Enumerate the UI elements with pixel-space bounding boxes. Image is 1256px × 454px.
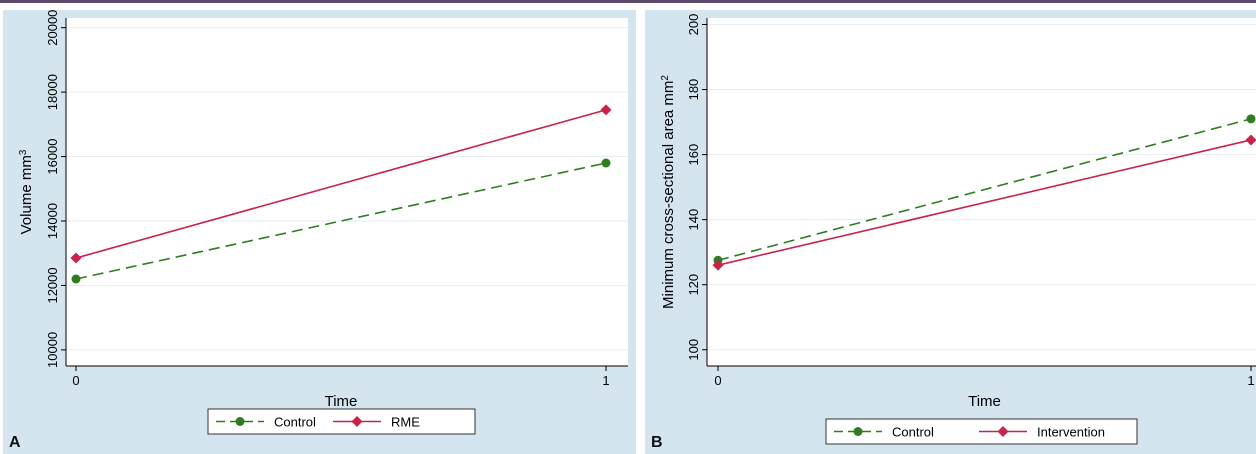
chart-panel-a: 10000 12000 14000 16000 18000 20000 0 1 Time Volu… [3,10,636,454]
x-tick-label: 1 [602,373,609,388]
data-point-intervention [1245,134,1256,146]
series-line-rme [75,109,607,259]
x-tick-label: 0 [714,373,721,388]
data-point-intervention [712,259,724,271]
legend-marker-rme [351,416,363,427]
y-tick-label: 18000 [45,74,60,110]
y-axis-title: Minimum cross-sectional area mm2 [660,75,678,309]
top-border [0,0,1256,3]
series-line-control [717,118,1252,262]
chart-a-svg: 10000 12000 14000 16000 18000 20000 0 1 Time Volu… [18,10,628,435]
data-point-rme [600,104,612,116]
series-line-intervention [717,139,1252,266]
data-point-control [71,274,81,284]
legend: Control RME [207,408,476,435]
legend-label-control: Control [892,425,934,440]
plot-area [66,18,628,366]
y-tick-label: 180 [686,79,701,101]
x-tick-label: 1 [1247,373,1254,388]
series-line-control [75,162,607,280]
legend-marker-control [235,417,245,426]
legend-label-control: Control [274,415,316,430]
y-tick-label: 120 [686,274,701,296]
chart-panel-b: 100 120 140 160 180 200 0 1 Time Minimum cross-se… [645,10,1256,454]
y-tick-label: 100 [686,339,701,361]
x-tick-label: 0 [72,373,79,388]
data-point-control [601,158,611,168]
chart-b-svg: 100 120 140 160 180 200 0 1 Time Minimum cross-se… [660,14,1256,445]
legend: Control Intervention [825,418,1138,445]
y-tick-label: 140 [686,209,701,231]
legend-label-rme: RME [391,415,420,430]
legend-marker-intervention [997,426,1009,437]
x-axis-title: Time [325,393,358,410]
y-axis-title-superscript: 3 [18,149,29,155]
panel-label-b: B [651,434,663,451]
y-tick-label: 10000 [45,332,60,368]
y-tick-label: 16000 [45,138,60,174]
panel-label-a: A [9,434,21,451]
y-axis-title: Volume mm3 [18,149,36,234]
y-axis-title-superscript: 2 [660,75,671,81]
y-tick-label: 12000 [45,267,60,303]
y-tick-label: 200 [686,14,701,36]
y-tick-label: 14000 [45,203,60,239]
legend-label-intervention: Intervention [1037,425,1105,440]
data-point-control [1246,114,1256,124]
plot-area [707,18,1256,366]
y-tick-label: 20000 [45,10,60,46]
data-point-rme [70,252,82,264]
y-tick-label: 160 [686,144,701,166]
x-axis-title: Time [968,393,1001,410]
legend-marker-control [853,427,863,436]
